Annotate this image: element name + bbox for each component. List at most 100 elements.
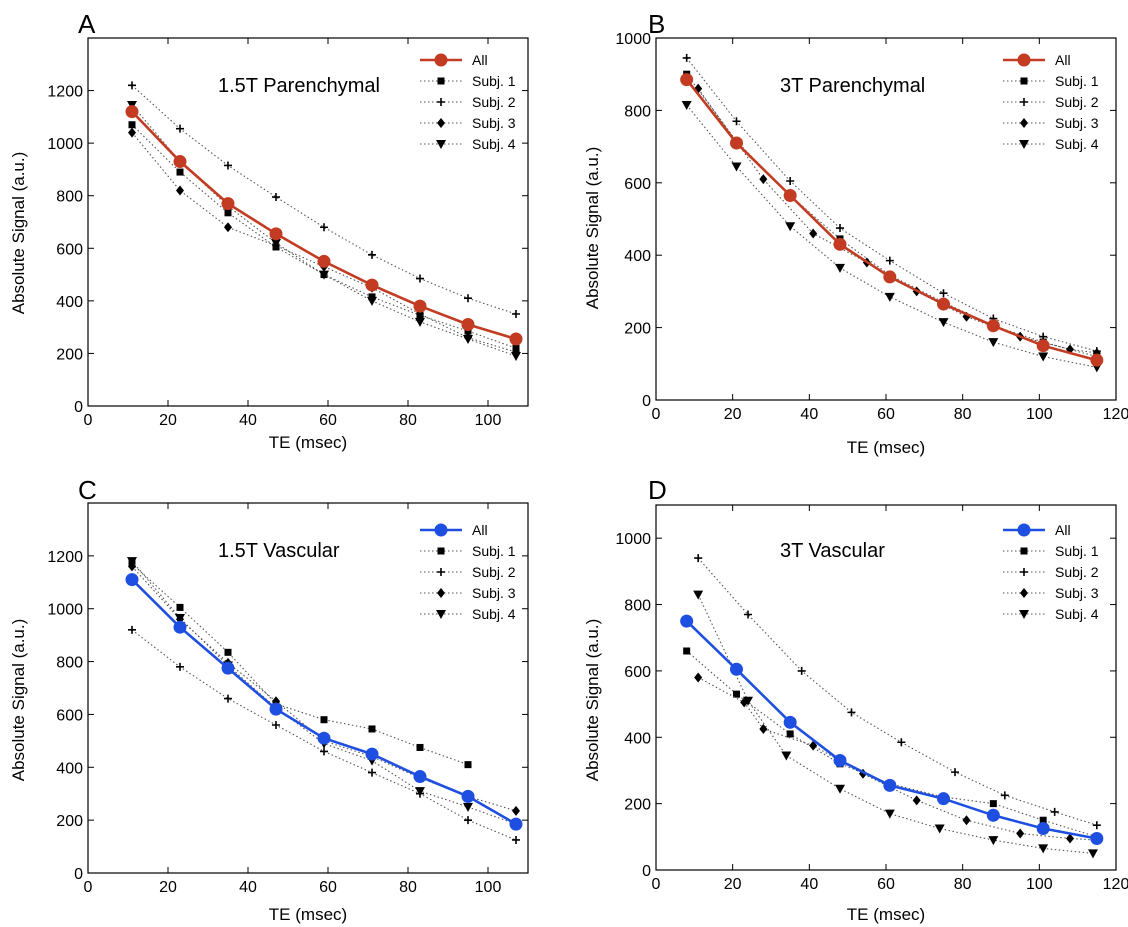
data-point <box>693 590 704 600</box>
y-tick-label: 1000 <box>47 602 83 619</box>
legend-marker <box>1017 53 1031 67</box>
data-point <box>682 53 691 62</box>
plot-area: 0 20 40 60 80 100020040060080010001200AllSubj… <box>47 37 529 429</box>
series-all <box>680 614 1104 845</box>
plot-area: 0 20 40 60 80 100020040060080010001200AllSubj… <box>47 502 529 896</box>
data-point <box>413 770 427 784</box>
data-point <box>730 136 743 150</box>
x-tick-label: 80 <box>954 406 972 423</box>
data-point <box>125 573 139 587</box>
legend-marker <box>437 77 445 85</box>
legend-marker <box>434 523 448 537</box>
y-tick-label: 0 <box>74 399 83 416</box>
y-axis-label: Absolute Signal (a.u.) <box>9 152 28 315</box>
legend-item: All <box>420 522 488 538</box>
legend-label: All <box>1055 522 1071 538</box>
y-tick-label: 600 <box>56 241 83 258</box>
legend-item: Subj. 2 <box>1003 564 1099 580</box>
data-point <box>269 227 283 241</box>
x-tick-label: 20 <box>724 876 742 893</box>
series-subj-2 <box>694 554 1101 830</box>
data-point <box>986 319 1000 333</box>
data-point <box>733 690 740 698</box>
data-point <box>365 747 379 761</box>
legend-label: Subj. 1 <box>1055 543 1099 559</box>
legend-marker <box>437 118 445 128</box>
data-point <box>1036 822 1050 836</box>
legend-label: Subj. 3 <box>472 585 516 601</box>
data-point <box>783 188 797 202</box>
data-point <box>416 274 424 283</box>
data-point <box>173 620 187 634</box>
data-point <box>176 185 184 196</box>
data-point <box>732 117 741 126</box>
plot-frame <box>87 502 529 874</box>
data-point <box>1090 353 1104 367</box>
legend-label: Subj. 2 <box>1055 94 1099 110</box>
data-point <box>320 716 328 724</box>
data-point <box>224 694 232 703</box>
x-tick-label: 20 <box>724 406 742 423</box>
y-tick-label: 800 <box>56 189 83 206</box>
series-line <box>131 563 469 766</box>
data-point <box>835 784 845 794</box>
data-point <box>883 270 897 284</box>
data-point <box>1038 844 1049 854</box>
legend-item: Subj. 4 <box>1003 136 1099 152</box>
legend-marker <box>437 98 445 106</box>
data-point <box>461 789 475 803</box>
x-tick-label: 20 <box>159 412 177 429</box>
data-point <box>988 338 999 348</box>
data-point <box>962 815 971 826</box>
y-tick-label: 600 <box>624 176 651 193</box>
legend-item: Subj. 4 <box>420 606 516 622</box>
data-point <box>1000 791 1009 800</box>
data-point <box>730 662 743 676</box>
chart-title: 3T Vascular <box>780 540 885 562</box>
data-point <box>464 761 472 769</box>
legend-item: Subj. 3 <box>1003 115 1099 131</box>
data-point <box>897 738 906 747</box>
x-tick-label: 100 <box>475 412 502 429</box>
x-tick-label: 40 <box>239 879 257 896</box>
data-point <box>509 332 523 346</box>
data-point <box>1050 807 1059 816</box>
data-point <box>320 747 328 756</box>
data-point <box>989 800 997 808</box>
legend-marker <box>1020 588 1028 598</box>
legend-label: Subj. 1 <box>472 543 516 559</box>
data-point <box>512 310 520 318</box>
series-line <box>697 88 1097 354</box>
series-line <box>697 677 1097 841</box>
legend-marker <box>1019 140 1029 149</box>
data-point <box>744 610 752 619</box>
x-tick-label: 20 <box>159 879 177 896</box>
data-point <box>836 224 844 233</box>
data-point <box>731 162 742 172</box>
legend-label: Subj. 1 <box>1055 73 1099 89</box>
data-point <box>463 802 473 812</box>
data-point <box>683 647 691 655</box>
data-point <box>125 105 139 119</box>
y-tick-label: 0 <box>642 863 651 880</box>
data-point <box>1088 849 1098 859</box>
y-tick-label: 800 <box>56 655 83 672</box>
legend-item: Subj. 3 <box>420 585 516 601</box>
y-tick-label: 200 <box>624 797 651 814</box>
series-line <box>131 124 517 349</box>
data-point <box>833 237 847 251</box>
series-subj-4 <box>693 590 1098 859</box>
x-axis-label: TE (msec) <box>847 905 925 924</box>
data-point <box>847 708 856 717</box>
data-point <box>272 193 280 202</box>
panel-label: B <box>648 9 665 39</box>
legend-marker <box>1017 523 1031 537</box>
legend-marker <box>1019 610 1029 619</box>
data-point <box>509 817 523 831</box>
legend-marker <box>437 568 445 576</box>
legend-item: All <box>420 52 488 68</box>
x-tick-label: 120 <box>1103 876 1128 893</box>
panel-b: B 3T Parenchymal TE (msec) Absolute Sign… <box>583 9 1128 457</box>
data-point <box>224 648 232 656</box>
